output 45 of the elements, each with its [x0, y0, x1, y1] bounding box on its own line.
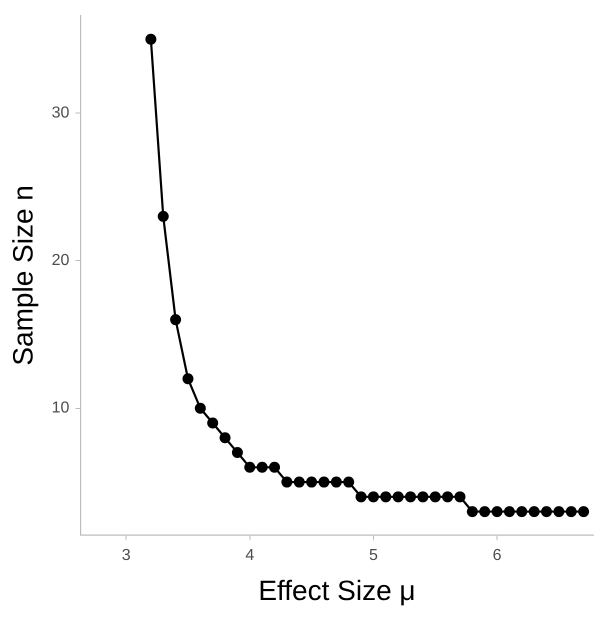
point	[330, 476, 342, 488]
point	[220, 432, 231, 444]
point	[479, 506, 490, 518]
point	[318, 476, 330, 488]
x-tick-label: 4	[245, 547, 254, 564]
point	[454, 491, 466, 502]
point	[405, 491, 416, 502]
point	[578, 506, 590, 518]
point	[553, 506, 564, 518]
point	[528, 506, 540, 518]
y-axis-title: Sample Size n	[8, 185, 39, 366]
y-tick-label: 10	[52, 400, 70, 417]
point	[256, 462, 268, 473]
point	[281, 476, 292, 488]
y-tick-label: 30	[52, 104, 70, 122]
point	[466, 506, 478, 518]
point	[417, 491, 428, 502]
point	[244, 462, 256, 473]
point	[343, 476, 354, 488]
point	[368, 491, 379, 502]
point	[158, 210, 169, 222]
point	[392, 491, 404, 502]
point	[207, 418, 218, 429]
point	[442, 491, 454, 502]
point	[516, 506, 528, 518]
x-tick-label: 3	[122, 547, 131, 564]
point	[504, 506, 515, 518]
x-tick-label: 5	[368, 547, 378, 564]
point	[306, 476, 318, 488]
point	[430, 491, 441, 502]
point	[380, 491, 392, 502]
point	[294, 476, 305, 488]
point	[492, 506, 503, 518]
point	[356, 491, 367, 502]
point	[170, 314, 182, 326]
x-axis-title: Effect Size μ	[258, 574, 416, 606]
y-tick-label: 20	[52, 252, 70, 270]
point	[194, 402, 206, 414]
point	[269, 462, 280, 473]
point	[232, 447, 243, 458]
point	[182, 373, 194, 384]
point	[145, 34, 156, 45]
x-tick-label: 6	[492, 547, 502, 564]
point	[541, 506, 552, 518]
point	[566, 506, 577, 518]
